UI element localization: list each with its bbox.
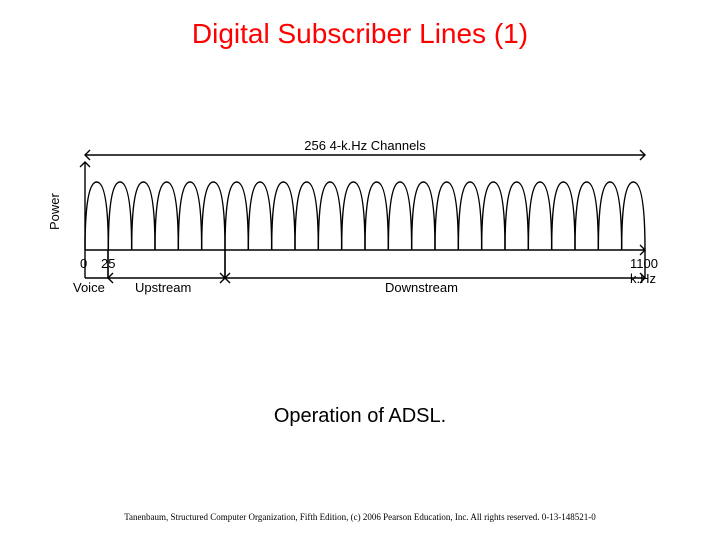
band-label-voice: Voice	[73, 280, 105, 295]
x-tick-label-25: 25	[101, 256, 115, 271]
y-axis-label: Power	[47, 193, 62, 230]
channels-span-label: 256 4-k.Hz Channels	[55, 138, 675, 153]
figure-caption: Operation of ADSL.	[0, 405, 720, 428]
x-tick-label-1100: 1100 k.Hz	[630, 256, 675, 286]
footer-text: Tanenbaum, Structured Computer Organizat…	[124, 512, 596, 522]
adsl-diagram: Power 256 4-k.Hz Channels 0 25 1100 k.Hz…	[55, 140, 675, 310]
copyright-footer: Tanenbaum, Structured Computer Organizat…	[0, 512, 720, 522]
band-label-upstream: Upstream	[135, 280, 191, 295]
caption-text: Operation of ADSL.	[274, 405, 446, 427]
title-text: Digital Subscriber Lines (1)	[192, 18, 528, 49]
band-label-downstream: Downstream	[385, 280, 458, 295]
page-title: Digital Subscriber Lines (1)	[0, 18, 720, 50]
x-tick-label-0: 0	[80, 256, 87, 271]
